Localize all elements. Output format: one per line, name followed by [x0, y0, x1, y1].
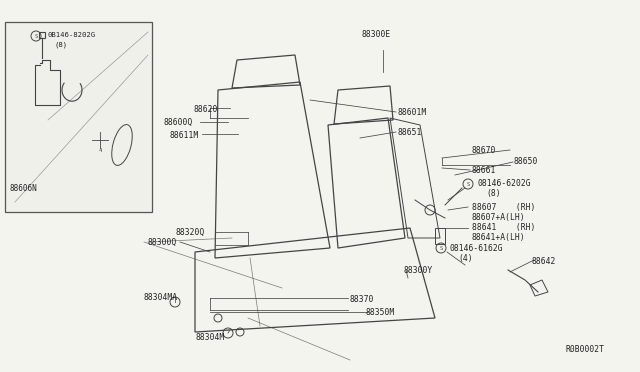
Text: 88350M: 88350M [366, 308, 396, 317]
Bar [39, 32, 45, 38]
Text: 88607+A(LH): 88607+A(LH) [472, 213, 525, 222]
Text: 88320Q: 88320Q [176, 228, 205, 237]
Text: 88670: 88670 [472, 146, 497, 155]
Text: 88651: 88651 [398, 128, 422, 137]
Text: 88370: 88370 [349, 295, 373, 304]
Text: S: S [440, 246, 443, 250]
Text: 88606N: 88606N [10, 184, 38, 193]
Bar [435, 228, 445, 244]
Text: 08146-6162G: 08146-6162G [450, 244, 504, 253]
Bar [5, 22, 152, 212]
Text: 88650: 88650 [513, 157, 538, 166]
Text: 4: 4 [99, 148, 102, 153]
Text: 0B146-8202G: 0B146-8202G [47, 32, 95, 38]
Text: 88642: 88642 [532, 257, 556, 266]
Text: 88607    (RH): 88607 (RH) [472, 203, 536, 212]
Text: (8): (8) [486, 189, 500, 198]
Text: 88600Q: 88600Q [164, 118, 193, 127]
Text: 88300Y: 88300Y [404, 266, 433, 275]
Text: (4): (4) [458, 254, 472, 263]
Text: S: S [467, 182, 470, 186]
Text: 88300Q: 88300Q [148, 238, 177, 247]
Text: 88661: 88661 [472, 166, 497, 175]
Text: R0B0002T: R0B0002T [565, 345, 604, 354]
Text: 88300E: 88300E [362, 30, 391, 39]
Text: (8): (8) [55, 42, 68, 48]
Text: 08146-6202G: 08146-6202G [477, 179, 531, 188]
Text: 88304M: 88304M [196, 333, 225, 342]
Text: 88304MA: 88304MA [143, 293, 177, 302]
Text: 88641+A(LH): 88641+A(LH) [472, 233, 525, 242]
Text: 88601M: 88601M [398, 108, 428, 117]
Text: 88641    (RH): 88641 (RH) [472, 223, 536, 232]
Text: 88611M: 88611M [170, 131, 199, 140]
Text: S: S [35, 33, 38, 38]
Text: 88620: 88620 [193, 105, 218, 114]
